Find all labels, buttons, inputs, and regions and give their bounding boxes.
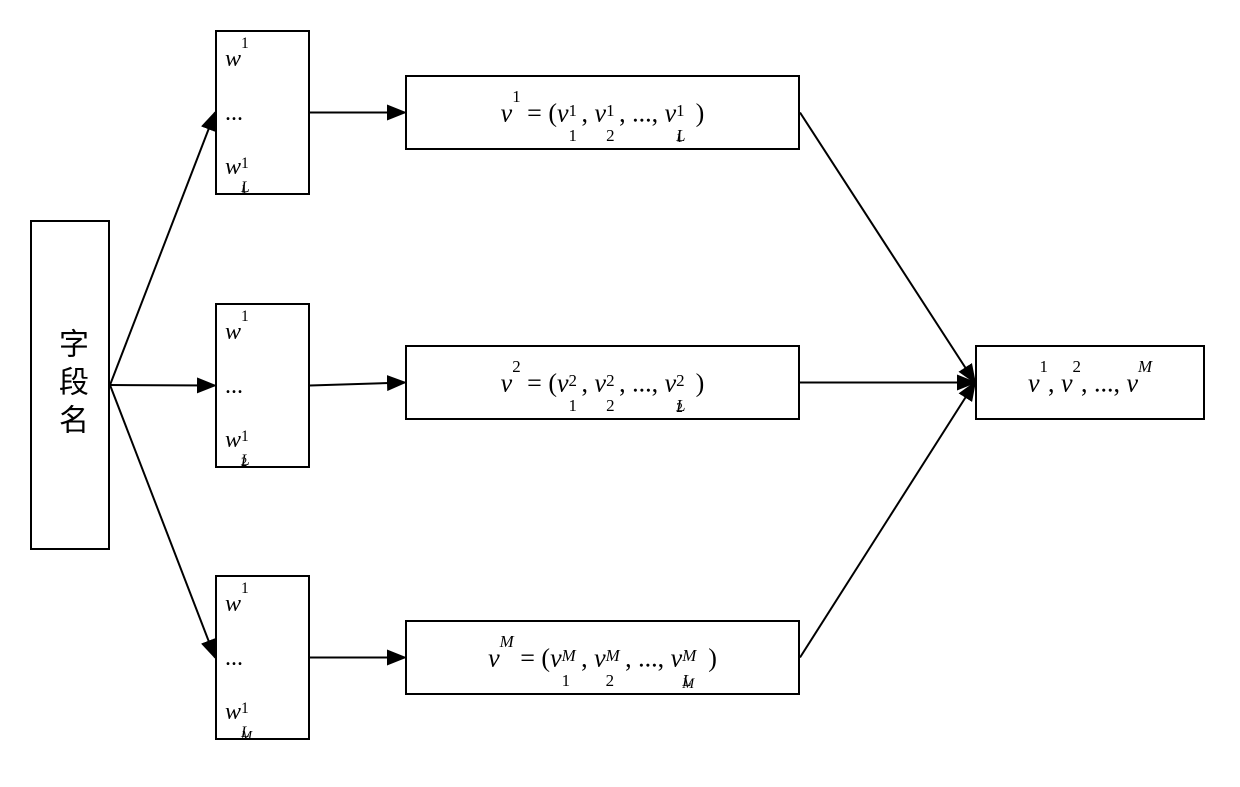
node-wbox-1: w1 ... w1L1	[215, 30, 310, 195]
node-source: 字段名	[30, 220, 110, 550]
source-label: 字段名	[48, 328, 92, 442]
w3-ellipsis: ...	[225, 645, 300, 672]
vbox3-formula: vM = (vM1 , vM2 , ..., vMLM )	[488, 642, 717, 674]
result-formula: v1, v2, ..., vM	[1028, 367, 1152, 399]
vbox2-formula: v2 = (v21 , v22 , ..., v2L2 )	[501, 367, 705, 399]
node-wbox-2: w1 ... w1L2	[215, 303, 310, 468]
node-vbox-1: v1 = (v11 , v12 , ..., v1L1 )	[405, 75, 800, 150]
node-wbox-3: w1 ... w1LM	[215, 575, 310, 740]
w2-item-last: w1L2	[225, 427, 300, 454]
w1-item-last: w1L1	[225, 154, 300, 181]
w3-item1: w1	[225, 589, 300, 618]
w2-item1: w1	[225, 317, 300, 346]
node-result: v1, v2, ..., vM	[975, 345, 1205, 420]
w1-ellipsis: ...	[225, 100, 300, 127]
node-vbox-3: vM = (vM1 , vM2 , ..., vMLM )	[405, 620, 800, 695]
w3-item-last: w1LM	[225, 699, 300, 726]
w1-item1: w1	[225, 44, 300, 73]
node-vbox-2: v2 = (v21 , v22 , ..., v2L2 )	[405, 345, 800, 420]
vbox1-formula: v1 = (v11 , v12 , ..., v1L1 )	[501, 97, 705, 129]
diagram-canvas: 字段名 w1 ... w1L1 w1 ... w1L2 w1 ... w1LM …	[0, 0, 1240, 787]
w2-ellipsis: ...	[225, 373, 300, 400]
